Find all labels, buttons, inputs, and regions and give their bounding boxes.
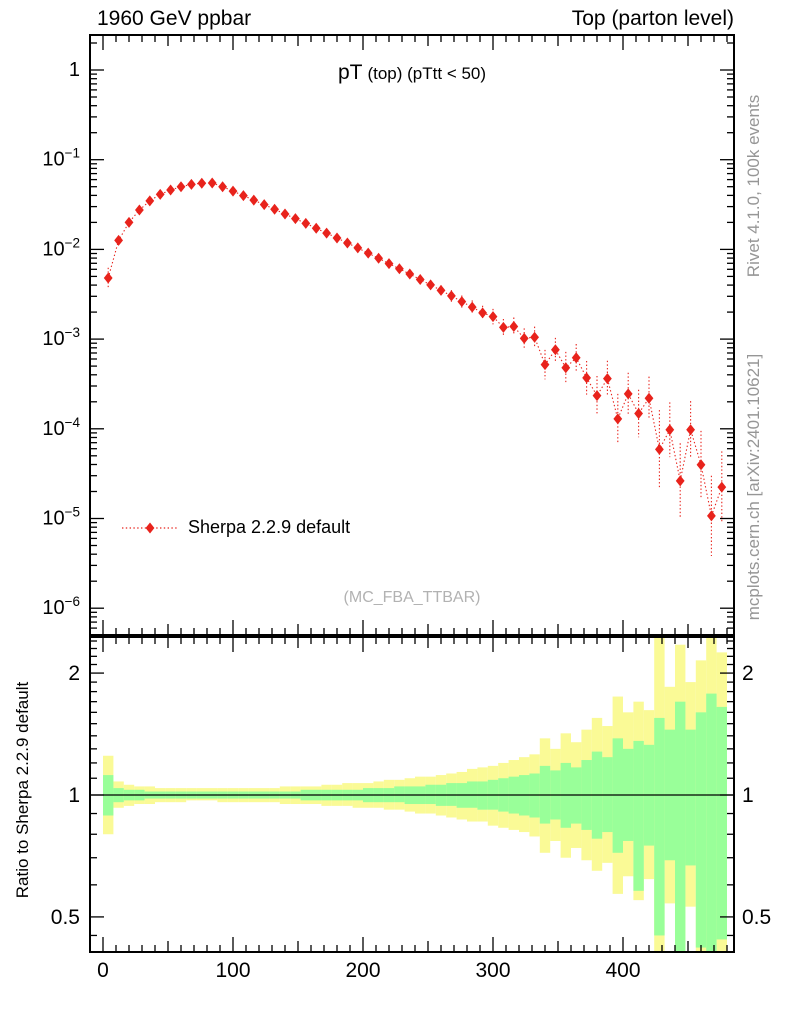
svg-text:0: 0 — [97, 959, 109, 982]
beam-energy-title: 1960 GeV ppbar — [97, 7, 252, 30]
plot-title-cut: (top) (pTtt < 50) — [367, 64, 487, 83]
svg-text:2: 2 — [68, 662, 80, 685]
legend-marker-icon — [122, 522, 178, 533]
svg-text:1: 1 — [68, 784, 80, 807]
svg-text:10−6: 10−6 — [42, 594, 80, 619]
ratio-axis-label: Ratio to Sherpa 2.2.9 default — [13, 681, 32, 899]
svg-text:10−2: 10−2 — [42, 235, 80, 260]
svg-text:2: 2 — [742, 662, 754, 685]
mcplots-reference-note: mcplots.cern.ch [arXiv:2401.10621] — [744, 353, 763, 621]
plot-title: pT (top) (pTtt < 50) — [90, 61, 734, 85]
analysis-watermark: (MC_FBA_TTBAR) — [343, 589, 481, 606]
svg-text:10−3: 10−3 — [42, 325, 80, 350]
plot-title-observable: pT — [337, 61, 363, 84]
svg-text:0.5: 0.5 — [742, 906, 771, 929]
analysis-title: Top (parton level) — [571, 7, 734, 30]
legend: Sherpa 2.2.9 default — [121, 517, 350, 538]
svg-text:300: 300 — [475, 959, 510, 982]
svg-text:10−4: 10−4 — [42, 415, 80, 440]
svg-text:100: 100 — [215, 959, 250, 982]
svg-text:10−5: 10−5 — [42, 505, 80, 530]
rivet-version-note: Rivet 4.1.0, 100k events — [744, 94, 763, 278]
svg-text:1: 1 — [742, 784, 754, 807]
legend-label: Sherpa 2.2.9 default — [188, 517, 351, 537]
svg-text:400: 400 — [605, 959, 640, 982]
svg-text:10−1: 10−1 — [42, 146, 80, 171]
svg-text:200: 200 — [345, 959, 380, 982]
svg-text:1: 1 — [69, 59, 80, 81]
svg-text:0.5: 0.5 — [51, 906, 80, 929]
